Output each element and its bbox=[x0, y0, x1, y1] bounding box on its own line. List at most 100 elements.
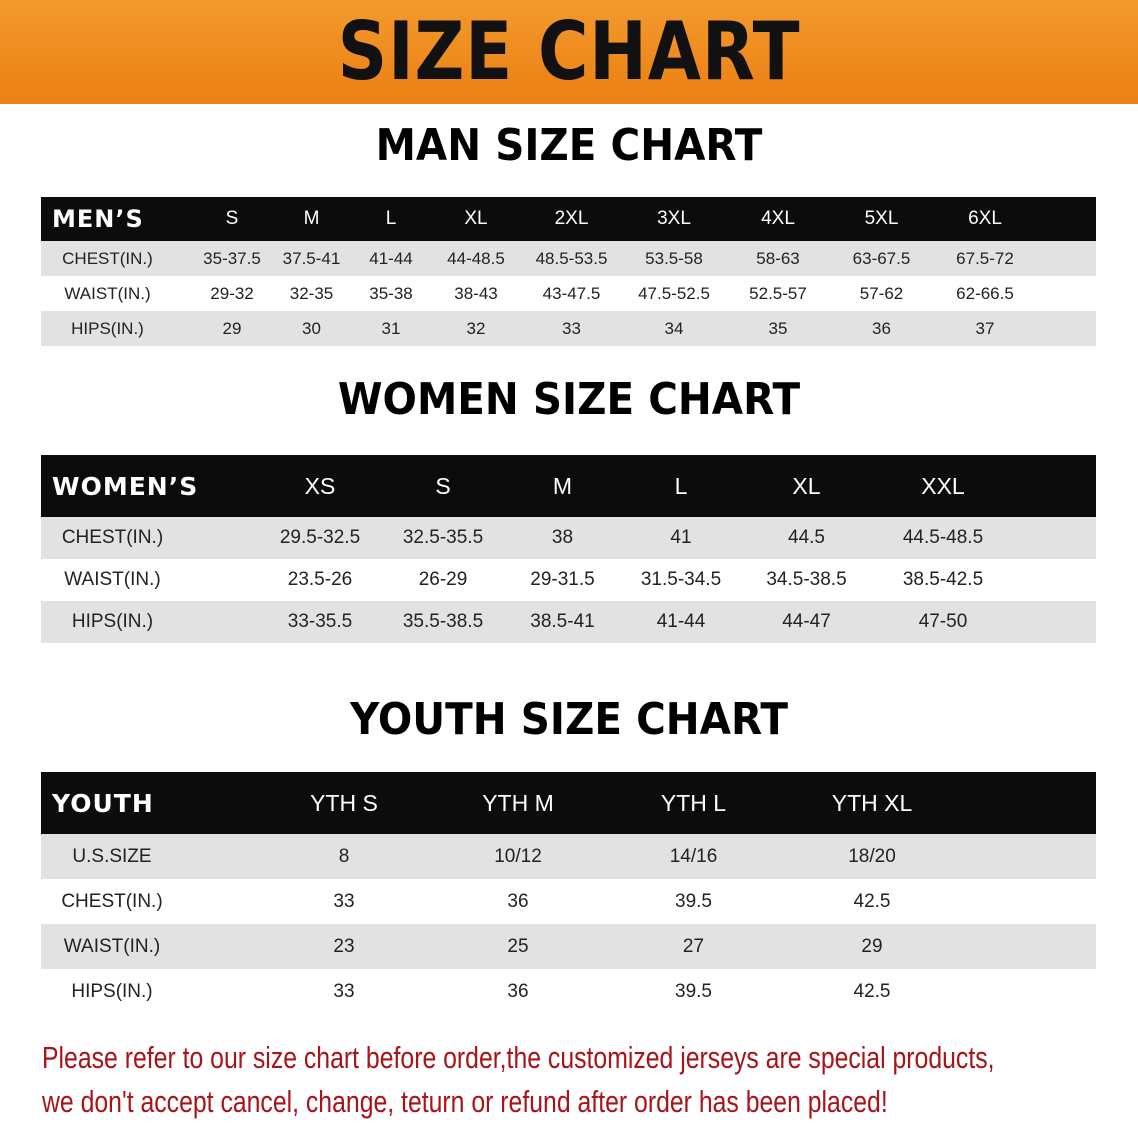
notice-line-2: we don't accept cancel, change, teturn o… bbox=[42, 1084, 888, 1119]
header-row: WOMEN’S XS S M L XL XXL bbox=[41, 455, 1096, 517]
header-row: YOUTH YTH S YTH M YTH L YTH XL bbox=[41, 772, 1096, 834]
table-cell: 33 bbox=[562, 318, 581, 338]
size-header-cell: L bbox=[385, 208, 397, 229]
table-cell: 38.5-42.5 bbox=[902, 569, 984, 590]
size-header-cell: YTH XL bbox=[831, 789, 913, 816]
table-cell: 43-47.5 bbox=[542, 283, 601, 303]
size-header-cell: 5XL bbox=[864, 208, 899, 229]
table-cell: 32-35 bbox=[289, 283, 334, 303]
table-cell: 39.5 bbox=[675, 980, 712, 1002]
table-cell: 36 bbox=[872, 318, 891, 338]
table-cell: 34 bbox=[664, 318, 684, 338]
table-cell: 10/12 bbox=[494, 845, 542, 867]
table-row: HIPS(IN.) 33 36 39.5 42.5 bbox=[41, 969, 1096, 1014]
table-cell: 33-35.5 bbox=[287, 611, 353, 632]
table-cell: 29 bbox=[222, 318, 242, 338]
table-cell: 36 bbox=[507, 890, 529, 912]
measure-label: U.S.SIZE bbox=[72, 845, 152, 867]
table-cell: 47.5-52.5 bbox=[638, 283, 710, 303]
table-cell: 35.5-38.5 bbox=[402, 611, 484, 632]
measure-label: CHEST(IN.) bbox=[61, 527, 164, 548]
size-header-cell: 6XL bbox=[968, 208, 1002, 229]
table-cell: 44-47 bbox=[782, 611, 831, 632]
measure-label: WAIST(IN.) bbox=[64, 569, 161, 590]
table-row: HIPS(IN.) 29 30 31 32 33 34 35 36 37 bbox=[41, 311, 1096, 346]
measure-label: WAIST(IN.) bbox=[64, 283, 151, 303]
youth-size-table: YOUTH YTH S YTH M YTH L YTH XL U.S.SIZE 8 10/12… bbox=[41, 772, 1096, 1014]
measure-label: HIPS(IN.) bbox=[71, 318, 144, 338]
size-header-cell: 4XL bbox=[761, 208, 795, 229]
size-header-cell: 2XL bbox=[554, 208, 589, 229]
size-header-cell: XL bbox=[464, 208, 488, 229]
table-cell: 42.5 bbox=[853, 890, 891, 912]
youth-heading: YOUTH SIZE CHART bbox=[350, 694, 788, 745]
table-cell: 30 bbox=[302, 318, 321, 338]
notice-line-1: Please refer to our size chart before or… bbox=[42, 1040, 995, 1075]
table-cell: 42.5 bbox=[853, 980, 891, 1002]
table-cell: 18/20 bbox=[848, 845, 896, 867]
table-cell: 57-62 bbox=[859, 283, 904, 303]
women-size-table: WOMEN’S XS S M L XL XXL CHEST(IN.) 29.5-32.5 32.5… bbox=[41, 455, 1096, 643]
women-heading: WOMEN SIZE CHART bbox=[337, 374, 801, 425]
table-cell: 44.5 bbox=[788, 527, 825, 548]
table-cell: 58-63 bbox=[756, 248, 800, 268]
table-cell: 48.5-53.5 bbox=[535, 248, 608, 268]
table-cell: 33 bbox=[333, 890, 355, 912]
table-cell: 23.5-26 bbox=[287, 569, 353, 590]
order-notice: Please refer to our size chart before or… bbox=[42, 1036, 1082, 1124]
size-header-cell: M bbox=[303, 208, 320, 229]
size-header-cell: L bbox=[674, 472, 688, 499]
table-cell: 36 bbox=[507, 980, 529, 1002]
table-row: WAIST(IN.) 23 25 27 29 bbox=[41, 924, 1096, 969]
table-cell: 27 bbox=[682, 935, 705, 957]
table-title-cell: WOMEN’S bbox=[52, 471, 199, 501]
size-header-cell: XL bbox=[792, 472, 821, 499]
table-row: WAIST(IN.) 29-32 32-35 35-38 38-43 43-47.5 47.… bbox=[41, 276, 1096, 311]
table-row: HIPS(IN.) 33-35.5 35.5-38.5 38.5-41 41-44 44-… bbox=[41, 601, 1096, 643]
size-header-cell: YTH S bbox=[310, 789, 378, 816]
table-cell: 23 bbox=[333, 935, 355, 957]
title-banner: SIZE CHART bbox=[0, 0, 1138, 104]
table-cell: 53.5-58 bbox=[645, 248, 703, 268]
table-title-cell: MEN’S bbox=[52, 205, 144, 233]
table-row: CHEST(IN.) 33 36 39.5 42.5 bbox=[41, 879, 1096, 924]
size-header-cell: S bbox=[225, 208, 239, 229]
table-cell: 37.5-41 bbox=[282, 248, 341, 268]
table-row: CHEST(IN.) 35-37.5 37.5-41 41-44 44-48.5 48.5… bbox=[41, 241, 1096, 276]
table-cell: 31.5-34.5 bbox=[640, 569, 722, 590]
table-cell: 34.5-38.5 bbox=[766, 569, 847, 590]
men-size-table: MEN’S S M L XL 2XL 3XL 4XL 5XL 6XL CHEST(IN.) 35-37… bbox=[41, 197, 1096, 346]
table-cell: 62-66.5 bbox=[956, 283, 1014, 303]
table-cell: 25 bbox=[507, 935, 529, 957]
measure-label: WAIST(IN.) bbox=[63, 935, 161, 957]
header-row: MEN’S S M L XL 2XL 3XL 4XL 5XL 6XL bbox=[41, 197, 1096, 241]
table-cell: 29.5-32.5 bbox=[279, 527, 361, 548]
table-cell: 52.5-57 bbox=[749, 283, 807, 303]
table-cell: 67.5-72 bbox=[956, 248, 1014, 268]
table-cell: 38-43 bbox=[454, 283, 498, 303]
table-cell: 32.5-35.5 bbox=[402, 527, 484, 548]
table-cell: 38 bbox=[551, 527, 574, 548]
size-header-cell: M bbox=[552, 472, 573, 499]
table-cell: 29-32 bbox=[210, 283, 254, 303]
table-cell: 8 bbox=[338, 845, 350, 867]
table-cell: 41 bbox=[670, 527, 692, 548]
table-cell: 14/16 bbox=[669, 845, 718, 867]
size-header-cell: XS bbox=[304, 472, 336, 499]
table-cell: 35-38 bbox=[369, 283, 413, 303]
table-cell: 29 bbox=[861, 935, 883, 957]
table-cell: 37 bbox=[975, 318, 995, 338]
table-row: CHEST(IN.) 29.5-32.5 32.5-35.5 38 41 44.5 44.5… bbox=[41, 517, 1096, 559]
size-header-cell: XXL bbox=[921, 472, 965, 499]
measure-label: CHEST(IN.) bbox=[61, 890, 163, 912]
table-cell: 44.5-48.5 bbox=[902, 527, 984, 548]
table-title-cell: YOUTH bbox=[52, 788, 154, 818]
table-cell: 63-67.5 bbox=[852, 248, 911, 268]
table-cell: 39.5 bbox=[675, 890, 712, 912]
table-cell: 35 bbox=[768, 318, 788, 338]
table-cell: 29-31.5 bbox=[530, 569, 595, 590]
table-cell: 26-29 bbox=[418, 569, 468, 590]
table-cell: 35-37.5 bbox=[203, 248, 261, 268]
table-row: U.S.SIZE 8 10/12 14/16 18/20 bbox=[41, 834, 1096, 879]
table-cell: 44-48.5 bbox=[447, 248, 505, 268]
